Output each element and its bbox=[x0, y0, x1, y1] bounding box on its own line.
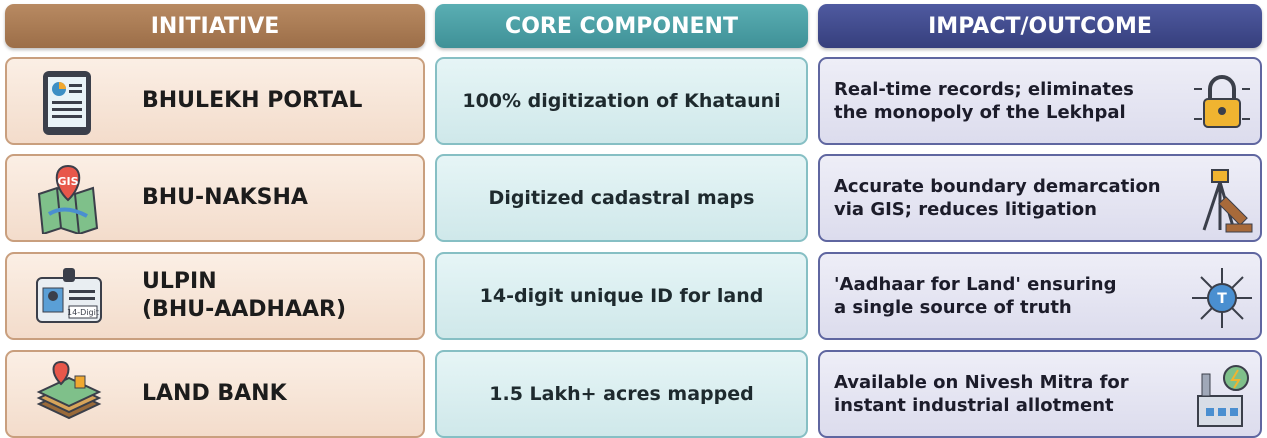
impact-line: Available on Nivesh Mitra for bbox=[834, 372, 1129, 393]
initiative-line: BHULEKH PORTAL bbox=[142, 88, 363, 113]
initiative-cell: BHULEKH PORTAL bbox=[5, 57, 425, 145]
impact-text: Accurate boundary demarcation via GIS; re… bbox=[834, 175, 1161, 221]
impact-line: 'Aadhaar for Land' ensuring bbox=[834, 274, 1117, 295]
initiative-name: BHU-NAKSHA bbox=[142, 184, 308, 212]
initiative-name: LAND BANK bbox=[142, 380, 287, 408]
icon-label: GIS bbox=[57, 175, 78, 188]
initiative-icon bbox=[43, 71, 91, 135]
initiative-line: BHU-NAKSHA bbox=[142, 185, 308, 210]
initiative-name: ULPIN (BHU-AADHAAR) bbox=[142, 268, 346, 324]
initiative-cell: GIS BHU-NAKSHA bbox=[5, 154, 425, 242]
initiative-cell: 14-Digit ULPIN (BHU-AADHAAR) bbox=[5, 252, 425, 340]
initiative-name: BHULEKH PORTAL bbox=[142, 87, 362, 115]
component-cell: Digitized cadastral maps bbox=[435, 154, 808, 242]
initiative-line: LAND BANK bbox=[142, 381, 287, 406]
impact-line: via GIS; reduces litigation bbox=[834, 199, 1097, 220]
column-header: CORE COMPONENT bbox=[435, 4, 808, 48]
impact-line: Real-time records; eliminates bbox=[834, 79, 1134, 100]
impact-line: Accurate boundary demarcation bbox=[834, 176, 1161, 197]
impact-cell: Accurate boundary demarcation via GIS; re… bbox=[818, 154, 1262, 242]
impact-text: 'Aadhaar for Land' ensuring a single sour… bbox=[834, 273, 1116, 319]
impact-text: Real-time records; eliminates the monopol… bbox=[834, 78, 1134, 124]
initiative-icon: 14-Digit bbox=[36, 268, 102, 323]
impact-icon: T bbox=[1192, 268, 1252, 328]
initiative-cell: LAND BANK bbox=[5, 350, 425, 438]
component-cell: 14-digit unique ID for land bbox=[435, 252, 808, 340]
impact-line: instant industrial allotment bbox=[834, 395, 1114, 416]
component-cell: 1.5 Lakh+ acres mapped bbox=[435, 350, 808, 438]
impact-icon bbox=[1202, 169, 1253, 233]
initiative-line: ULPIN bbox=[142, 269, 217, 294]
impact-cell: Real-time records; eliminates the monopol… bbox=[818, 57, 1262, 145]
impact-text: Available on Nivesh Mitra for instant ind… bbox=[834, 371, 1129, 417]
impact-icon bbox=[1197, 365, 1249, 427]
component-cell: 100% digitization of Khatauni bbox=[435, 57, 808, 145]
impact-cell: 'Aadhaar for Land' ensuring a single sour… bbox=[818, 252, 1262, 340]
impact-cell: Available on Nivesh Mitra for instant ind… bbox=[818, 350, 1262, 438]
impact-icon bbox=[1194, 75, 1250, 128]
icon-label: T bbox=[1217, 291, 1227, 307]
initiative-icon bbox=[36, 360, 102, 420]
impact-line: the monopoly of the Lekhpal bbox=[834, 102, 1126, 123]
column-header: INITIATIVE bbox=[5, 4, 425, 48]
column-header: IMPACT/OUTCOME bbox=[818, 4, 1262, 48]
initiative-icon: GIS bbox=[37, 164, 99, 234]
initiative-line: (BHU-AADHAAR) bbox=[142, 297, 347, 322]
impact-line: a single source of truth bbox=[834, 297, 1072, 318]
icon-label: 14-Digit bbox=[67, 308, 99, 317]
